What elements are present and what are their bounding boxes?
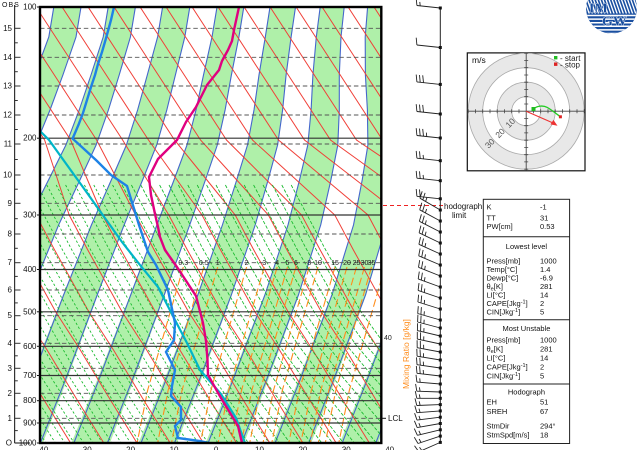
svg-text:15: 15 [3, 24, 12, 33]
svg-text:35: 35 [368, 260, 376, 267]
svg-text:1000: 1000 [19, 439, 37, 448]
svg-text:900: 900 [23, 419, 37, 428]
svg-text:0.5: 0.5 [199, 260, 209, 267]
svg-text:OBS: OBS [2, 2, 20, 9]
svg-text:limit: limit [452, 211, 467, 220]
svg-text:40: 40 [384, 335, 392, 342]
svg-text:15: 15 [331, 260, 339, 267]
svg-text:Mixing Ratio [g/kg]: Mixing Ratio [g/kg] [401, 319, 411, 389]
svg-text:-20: -20 [124, 446, 136, 451]
svg-text:10: 10 [314, 260, 322, 267]
svg-text:12: 12 [3, 111, 12, 120]
svg-text:18: 18 [540, 431, 548, 440]
svg-text:2: 2 [540, 363, 544, 372]
svg-text:300: 300 [23, 211, 37, 220]
svg-text:8: 8 [307, 260, 311, 267]
svg-text:1: 1 [216, 260, 220, 267]
svg-text:0.53: 0.53 [540, 222, 555, 231]
svg-text:6: 6 [8, 286, 13, 295]
svg-text:StmSpd[m/s]: StmSpd[m/s] [487, 431, 530, 440]
svg-text:Lowest level: Lowest level [506, 242, 548, 251]
svg-text:14: 14 [3, 53, 12, 62]
svg-text:20: 20 [298, 446, 307, 451]
svg-text:LCL: LCL [388, 414, 403, 423]
svg-text:9: 9 [8, 199, 13, 208]
svg-text:- stop: - stop [560, 61, 581, 70]
svg-text:5: 5 [286, 260, 290, 267]
svg-text:5: 5 [540, 372, 544, 381]
svg-text:Most Unstable: Most Unstable [502, 324, 550, 333]
svg-text:2: 2 [245, 260, 249, 267]
svg-text:281: 281 [540, 345, 553, 354]
svg-text:8: 8 [8, 230, 13, 239]
svg-text:67: 67 [540, 407, 548, 416]
svg-text:-40: -40 [37, 446, 49, 451]
svg-text:40: 40 [385, 446, 394, 451]
svg-text:4: 4 [8, 339, 13, 348]
svg-text:500: 500 [23, 307, 37, 316]
svg-text:5: 5 [8, 311, 13, 320]
svg-text:-1: -1 [540, 203, 547, 212]
svg-text:GW: GW [602, 15, 627, 30]
svg-text:0.3: 0.3 [178, 260, 188, 267]
svg-text:O: O [6, 439, 12, 448]
svg-text:51: 51 [540, 398, 548, 407]
svg-text:294°: 294° [540, 422, 556, 431]
svg-text:m/s: m/s [472, 55, 486, 65]
svg-text:400: 400 [23, 265, 37, 274]
svg-text:SREH: SREH [487, 407, 508, 416]
svg-text:1000: 1000 [540, 336, 557, 345]
svg-text:700: 700 [23, 371, 37, 380]
svg-text:7: 7 [8, 258, 13, 267]
svg-text:13: 13 [3, 82, 12, 91]
svg-text:K: K [487, 203, 492, 212]
svg-text:0: 0 [214, 446, 219, 451]
svg-text:-10: -10 [167, 446, 179, 451]
svg-text:StmDir: StmDir [487, 422, 510, 431]
svg-text:PW[cm]: PW[cm] [487, 222, 513, 231]
svg-text:2: 2 [8, 389, 13, 398]
svg-text:LI[°C]: LI[°C] [487, 354, 506, 363]
svg-text:200: 200 [23, 134, 37, 143]
svg-text:10: 10 [255, 446, 264, 451]
svg-text:hodograph: hodograph [444, 202, 482, 211]
svg-text:20: 20 [343, 260, 351, 267]
svg-text:100: 100 [23, 3, 37, 12]
svg-text:1: 1 [8, 414, 13, 423]
svg-text:5: 5 [540, 308, 544, 317]
svg-text:800: 800 [23, 396, 37, 405]
svg-text:3: 3 [262, 260, 266, 267]
svg-text:30: 30 [342, 446, 351, 451]
svg-text:Hodograph: Hodograph [508, 388, 545, 397]
svg-text:Press[mb]: Press[mb] [487, 336, 521, 345]
svg-text:14: 14 [540, 354, 548, 363]
svg-text:EH: EH [487, 398, 497, 407]
svg-text:4: 4 [275, 260, 279, 267]
svg-text:11: 11 [4, 140, 13, 149]
svg-text:-30: -30 [80, 446, 92, 451]
svg-text:600: 600 [23, 342, 37, 351]
svg-text:6: 6 [294, 260, 298, 267]
svg-text:10: 10 [3, 171, 12, 180]
svg-text:3: 3 [8, 364, 13, 373]
svg-text:25: 25 [353, 260, 361, 267]
